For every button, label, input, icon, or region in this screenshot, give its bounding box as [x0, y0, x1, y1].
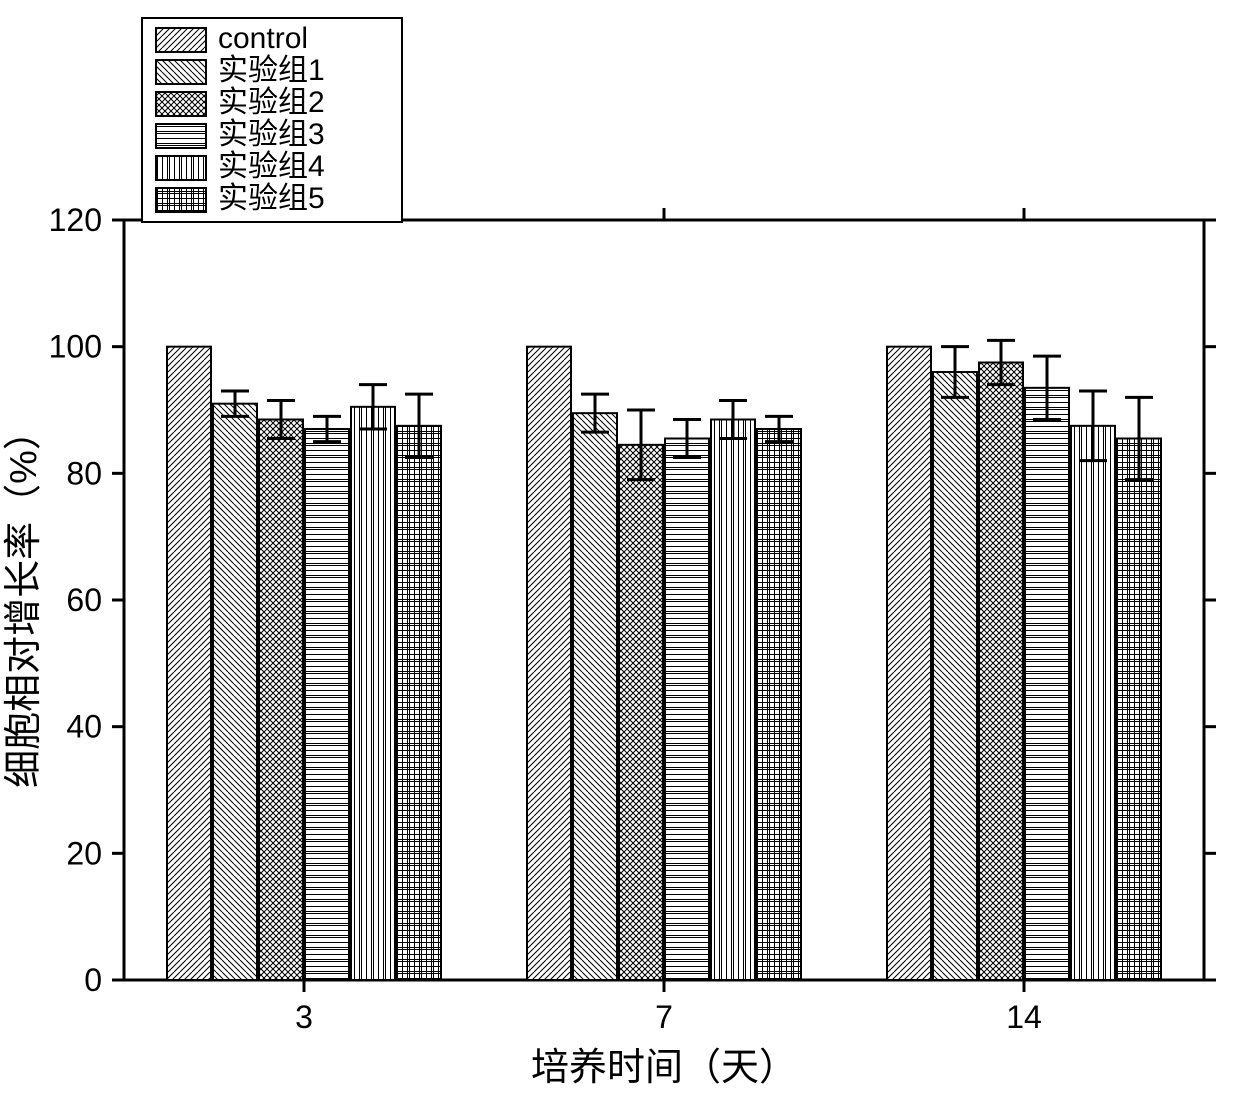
svg-text:3: 3 [295, 999, 313, 1035]
legend-label: 实验组1 [218, 54, 325, 87]
bar [527, 347, 571, 980]
legend-label: control [218, 22, 308, 55]
bar [979, 363, 1023, 981]
bar [351, 407, 395, 980]
svg-text:培养时间（天）: 培养时间（天） [531, 1047, 797, 1089]
legend-swatch [156, 60, 206, 84]
legend-label: 实验组5 [218, 182, 325, 215]
bar [665, 439, 709, 981]
bar [711, 420, 755, 981]
bar [573, 413, 617, 980]
legend-swatch [156, 92, 206, 116]
svg-text:20: 20 [66, 835, 102, 871]
legend-label: 实验组2 [218, 86, 325, 119]
legend-label: 实验组4 [218, 150, 325, 183]
bar [305, 429, 349, 980]
bar [1071, 426, 1115, 980]
bar [1117, 439, 1161, 981]
bar [887, 347, 931, 980]
bar [397, 426, 441, 980]
bar [619, 445, 663, 980]
svg-text:40: 40 [66, 709, 102, 745]
legend-label: 实验组3 [218, 118, 325, 151]
svg-text:细胞相对增长率（%）: 细胞相对增长率（%） [3, 412, 45, 788]
legend-swatch [156, 124, 206, 148]
bar-chart: 0 20 40 60 80 100 120 细胞相对增长率（%） 3 7 14 培养时间（天） cont… [0, 0, 1240, 1112]
svg-text:7: 7 [655, 999, 673, 1035]
svg-text:60: 60 [66, 582, 102, 618]
bar [259, 420, 303, 981]
bar [167, 347, 211, 980]
bar [757, 429, 801, 980]
legend-swatch [156, 188, 206, 212]
svg-text:14: 14 [1006, 999, 1042, 1035]
svg-text:100: 100 [49, 329, 102, 365]
bar [933, 372, 977, 980]
legend-swatch [156, 28, 206, 52]
chart-container: 0 20 40 60 80 100 120 细胞相对增长率（%） 3 7 14 培养时间（天） cont… [0, 0, 1240, 1112]
legend-swatch [156, 156, 206, 180]
svg-text:0: 0 [84, 962, 102, 998]
svg-text:80: 80 [66, 455, 102, 491]
bar [213, 404, 257, 980]
svg-text:120: 120 [49, 202, 102, 238]
bar [1025, 388, 1069, 980]
